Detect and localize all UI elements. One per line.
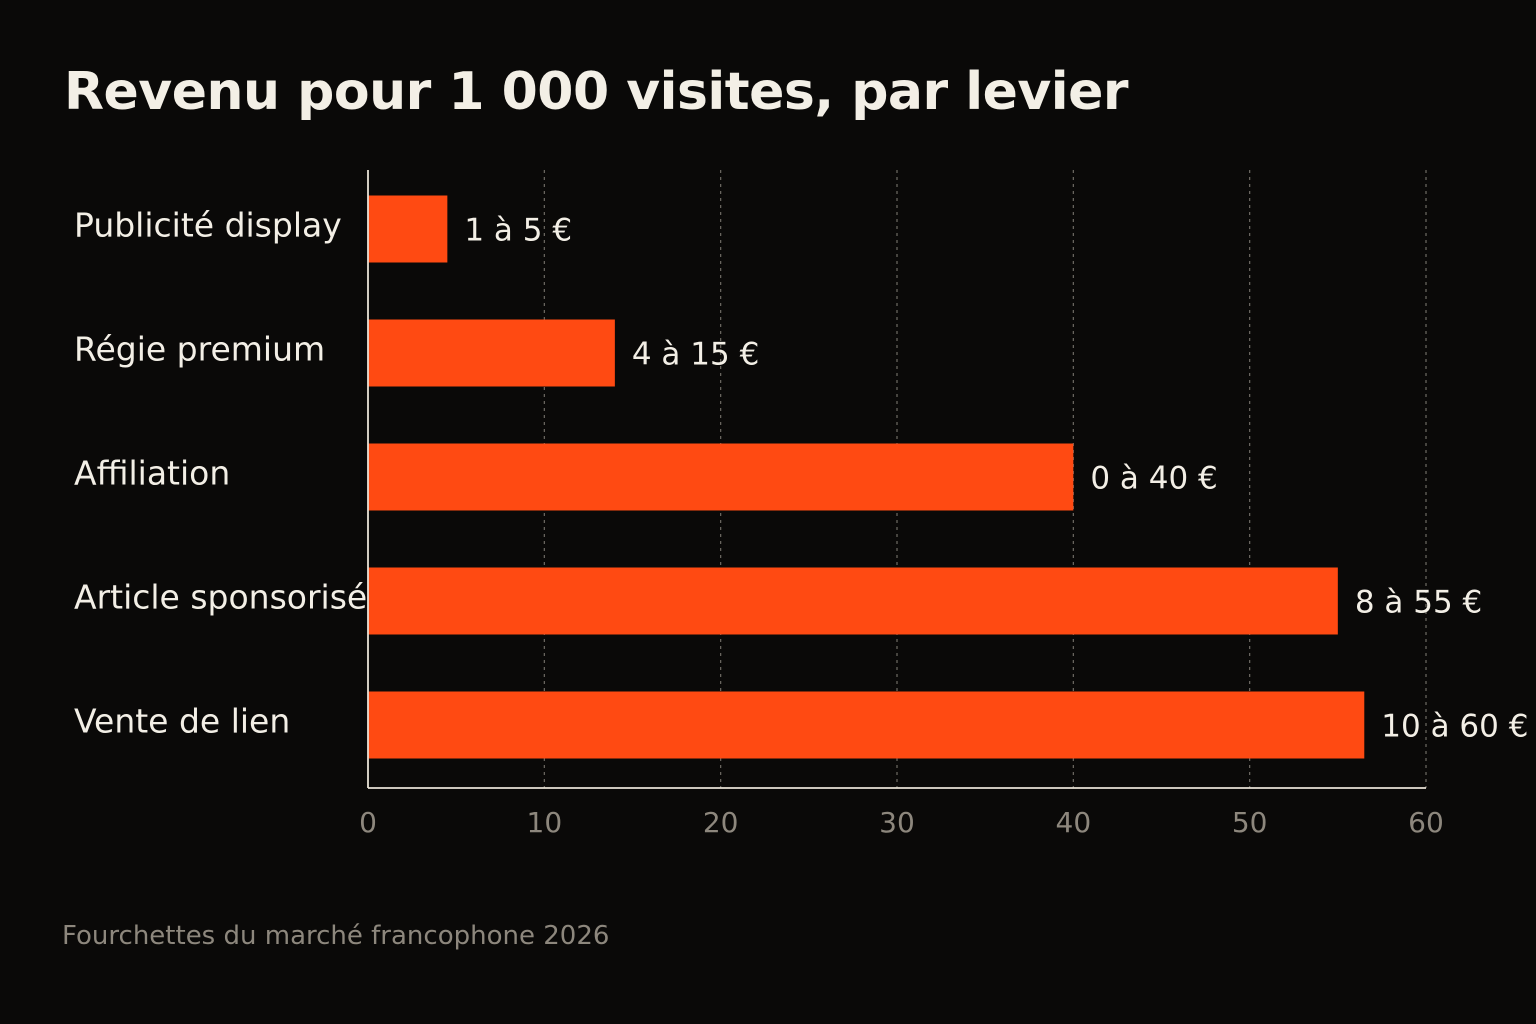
x-tick-label: 0 bbox=[359, 806, 377, 839]
x-tick-label: 30 bbox=[879, 806, 915, 839]
category-label: Vente de lien bbox=[74, 702, 290, 741]
bar bbox=[368, 319, 615, 387]
chart-footnote: Fourchettes du marché francophone 2026 bbox=[62, 921, 610, 951]
data-label: 8 à 55 € bbox=[1355, 585, 1482, 621]
data-label: 0 à 40 € bbox=[1090, 461, 1217, 497]
x-tick-label: 40 bbox=[1056, 806, 1092, 839]
bar bbox=[368, 195, 448, 263]
category-label: Régie premium bbox=[74, 330, 325, 369]
x-tick-label: 60 bbox=[1408, 806, 1444, 839]
bar bbox=[368, 691, 1365, 759]
x-tick-label: 50 bbox=[1232, 806, 1268, 839]
category-label: Affiliation bbox=[74, 454, 230, 493]
category-label: Article sponsorisé bbox=[74, 578, 367, 617]
data-label: 10 à 60 € bbox=[1381, 709, 1528, 745]
x-tick-label: 20 bbox=[703, 806, 739, 839]
x-tick-label: 10 bbox=[527, 806, 563, 839]
category-label: Publicité display bbox=[74, 206, 342, 245]
bar bbox=[368, 567, 1338, 635]
data-label: 4 à 15 € bbox=[632, 337, 759, 373]
data-label: 1 à 5 € bbox=[464, 213, 572, 249]
chart-title: Revenu pour 1 000 visites, par levier bbox=[64, 62, 1128, 122]
bar bbox=[368, 443, 1074, 511]
